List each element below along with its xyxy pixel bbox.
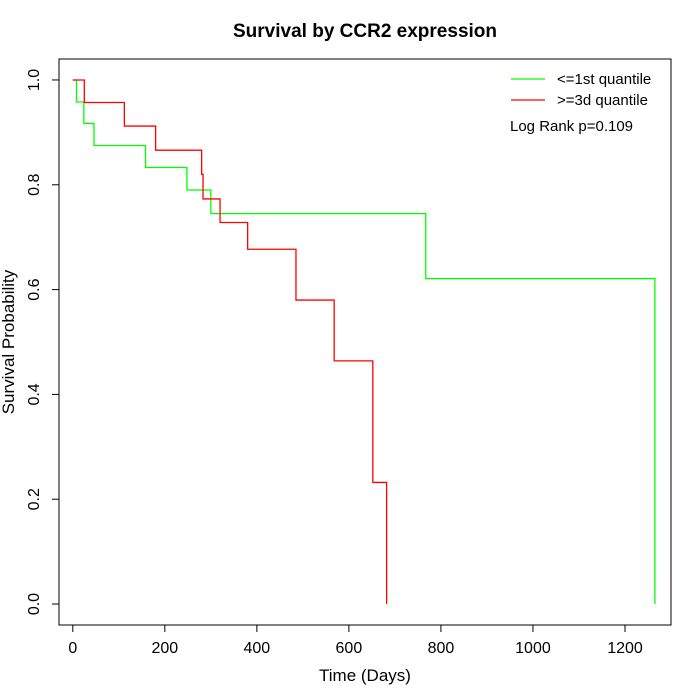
y-tick-label: 0.8 xyxy=(26,174,43,196)
survival-curve-series-2 xyxy=(72,79,388,605)
legend: <=1st quantile >=3d quantile xyxy=(511,71,651,109)
plot-frame xyxy=(58,58,672,626)
y-axis-label: Survival Probability xyxy=(0,269,18,414)
legend-label-series-2: >=3d quantile xyxy=(557,92,648,109)
x-tick-label: 600 xyxy=(336,640,363,657)
y-tick-label: 1.0 xyxy=(26,69,43,91)
chart-title: Survival by CCR2 expression xyxy=(233,21,497,42)
x-axis: 0 200 400 600 800 1000 1200 xyxy=(68,624,643,657)
y-axis: 0.0 0.2 0.4 0.6 0.8 1.0 xyxy=(26,69,60,615)
y-tick-label: 0.6 xyxy=(26,278,43,300)
log-rank-annotation: Log Rank p=0.109 xyxy=(510,118,633,135)
x-tick-label: 200 xyxy=(151,640,178,657)
series-layer xyxy=(72,79,656,605)
y-tick-label: 0.4 xyxy=(26,383,43,405)
x-tick-label: 800 xyxy=(428,640,455,657)
x-axis-label: Time (Days) xyxy=(319,666,411,685)
x-tick-label: 1000 xyxy=(515,640,551,657)
x-tick-label: 1200 xyxy=(607,640,643,657)
y-tick-label: 0.0 xyxy=(26,593,43,615)
x-tick-label: 0 xyxy=(68,640,77,657)
survival-curve-series-1 xyxy=(72,79,656,605)
x-tick-label: 400 xyxy=(244,640,271,657)
legend-label-series-1: <=1st quantile xyxy=(557,71,651,88)
y-tick-label: 0.2 xyxy=(26,488,43,510)
